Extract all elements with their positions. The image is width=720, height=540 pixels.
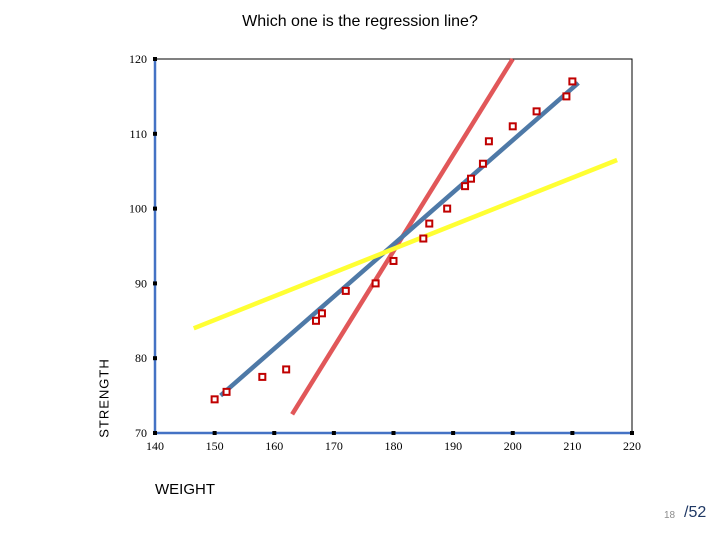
page-number: 18 [664,510,676,521]
x-tick-mark [391,431,396,435]
y-tick-mark [153,356,157,361]
x-tick-label: 190 [444,439,462,453]
data-point [443,204,452,213]
y-tick-mark [153,131,157,136]
data-point [317,309,326,318]
data-point [222,387,231,396]
candidate-line [192,157,618,331]
data-point [341,286,350,295]
data-point [508,122,517,131]
x-tick-label: 180 [385,439,403,453]
x-tick-mark [272,431,277,435]
x-tick-label: 150 [206,439,224,453]
data-point [484,137,493,146]
data-point [562,92,571,101]
x-tick-label: 210 [563,439,581,453]
data-point [461,182,470,191]
data-point [311,316,320,325]
data-point [371,279,380,288]
x-tick-label: 200 [504,439,522,453]
x-tick-mark [212,431,217,435]
data-point [568,77,577,86]
x-tick-mark [331,431,336,435]
y-tick-label: 120 [129,52,147,66]
data-point [282,365,291,374]
y-tick-label: 80 [135,351,147,365]
y-tick-label: 100 [129,202,147,216]
x-tick-label: 160 [265,439,283,453]
page-total: /52 [684,504,707,521]
data-point [532,107,541,116]
y-axis-label: STRENGTH [96,358,112,438]
x-tick-label: 220 [623,439,641,453]
data-point [258,372,267,381]
x-tick-label: 140 [146,439,164,453]
y-tick-mark [153,57,157,61]
x-tick-label: 170 [325,439,343,453]
data-point [467,174,476,183]
x-tick-mark [451,431,456,435]
x-tick-mark [570,431,575,435]
x-axis-label: WEIGHT [155,481,215,498]
y-tick-label: 70 [135,426,147,440]
chart-title: Which one is the regression line? [242,13,478,30]
y-tick-mark [153,281,157,286]
data-point [478,159,487,168]
candidate-line [219,81,580,398]
data-point [210,395,219,404]
data-point [419,234,428,243]
y-tick-label: 110 [129,127,147,141]
x-tick-mark [630,431,634,435]
y-tick-mark [153,206,157,211]
x-tick-mark [510,431,515,435]
x-tick-mark [153,431,157,435]
data-point [389,256,398,265]
data-point [425,219,434,228]
y-tick-label: 90 [135,276,147,290]
